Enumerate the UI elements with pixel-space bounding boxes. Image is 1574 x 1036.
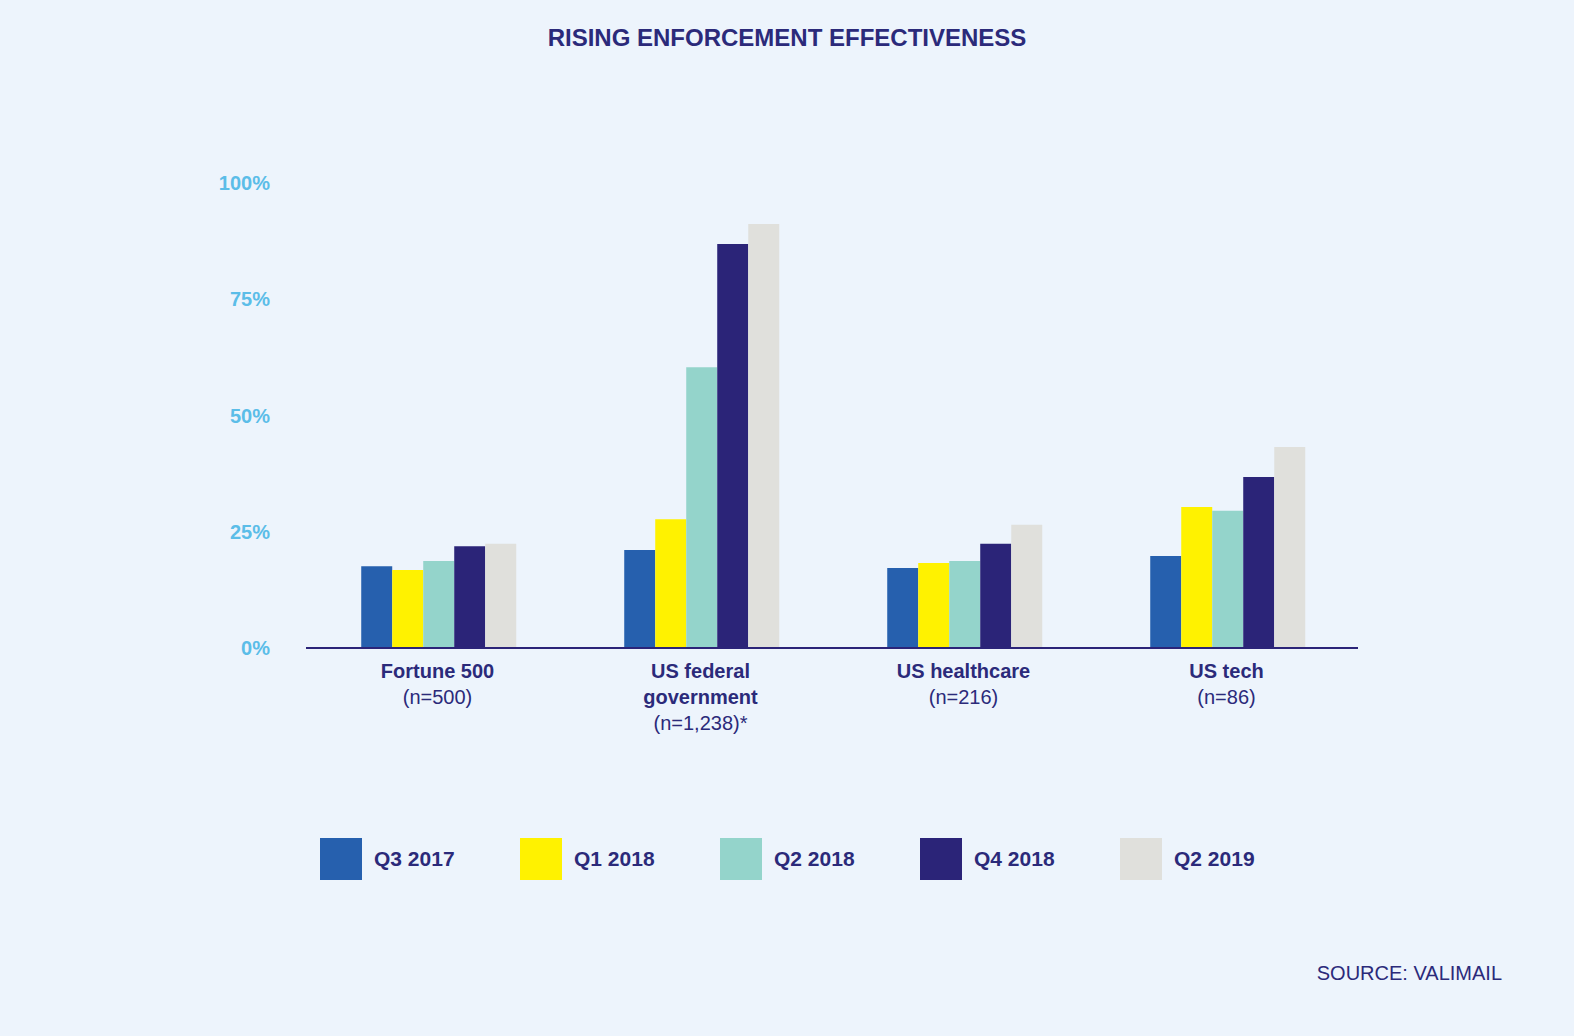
svg-text:US federal: US federal	[651, 660, 750, 682]
html-text:Q2 2018: Q2 2018	[774, 847, 855, 870]
html-text:Q3 2017: Q3 2017	[374, 847, 455, 870]
html-text:Q1 2018: Q1 2018	[574, 847, 655, 870]
svg-text:0%: 0%	[241, 637, 270, 659]
svg-text:US healthcare: US healthcare	[897, 660, 1030, 682]
svg-text:(n=1,238)*: (n=1,238)*	[654, 712, 748, 734]
svg-text:(n=216): (n=216)	[929, 686, 999, 708]
html-text:Q2 2019: Q2 2019	[1174, 847, 1255, 870]
html-text:Q4 2018: Q4 2018	[974, 847, 1055, 870]
svg-text:75%: 75%	[230, 288, 270, 310]
svg-text:50%: 50%	[230, 405, 270, 427]
html-text:RISING ENFORCEMENT EFFECTIVENE: RISING ENFORCEMENT EFFECTIVENESS	[547, 24, 1027, 51]
svg-text:100%: 100%	[219, 172, 270, 194]
svg-text:25%: 25%	[230, 521, 270, 543]
svg-text:US tech: US tech	[1189, 660, 1263, 682]
svg-text:(n=86): (n=86)	[1197, 686, 1255, 708]
html-text:SOURCE: VALIMAIL: SOURCE: VALIMAIL	[1316, 962, 1502, 984]
svg-text:Fortune 500: Fortune 500	[381, 660, 494, 682]
svg-text:(n=500): (n=500)	[403, 686, 473, 708]
svg-text:government: government	[643, 686, 758, 708]
